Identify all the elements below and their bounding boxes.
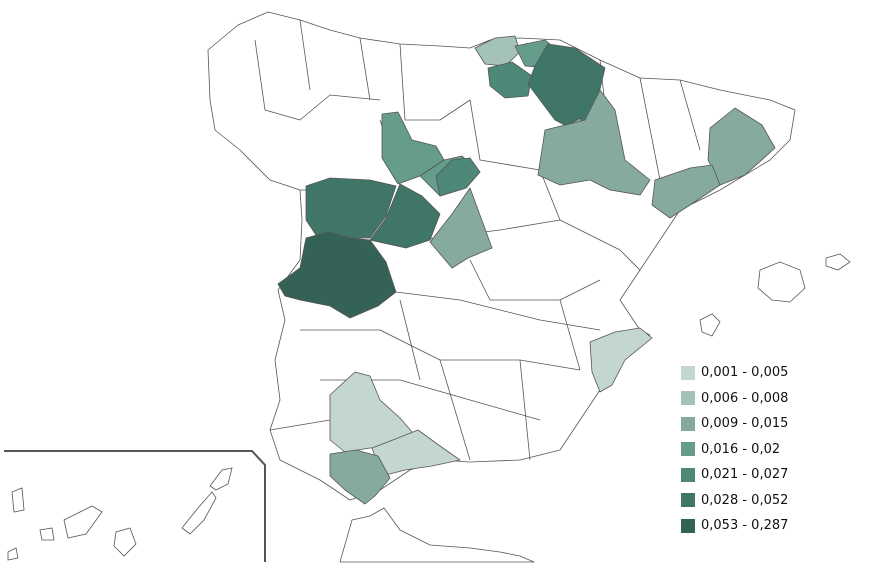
mallorca [757,261,806,303]
legend-swatch [681,518,695,533]
tenerife [63,505,103,539]
legend-swatch [681,416,695,431]
province-avila [369,183,441,249]
legend-swatch [681,442,695,457]
province-barcelona-girona [707,107,776,186]
la-palma [11,487,25,513]
province-alicante [589,327,653,393]
north-africa-outline [339,507,535,563]
province-segovia [435,157,481,197]
province-salamanca [305,177,397,239]
legend-swatch [681,467,695,482]
province-alava [487,61,533,99]
legend-item: 0,009 - 0,015 [681,411,788,437]
lanzarote [209,467,233,491]
legend-label: 0,009 - 0,015 [701,416,789,432]
legend-label: 0,028 - 0,052 [701,492,789,508]
ibiza [699,313,721,337]
colored-provinces [277,35,776,505]
la-gomera [39,527,55,541]
legend-item: 0,016 - 0,02 [681,437,788,463]
inset-frame [4,450,266,562]
fuerteventura [181,491,217,535]
legend-label: 0,016 - 0,02 [701,441,781,457]
province-madrid [429,187,493,269]
legend-item: 0,006 - 0,008 [681,386,788,412]
legend-item: 0,001 - 0,005 [681,360,788,386]
legend-label: 0,021 - 0,027 [701,467,789,483]
province-caceres [277,231,397,319]
legend-label: 0,006 - 0,008 [701,390,789,406]
province-zaragoza [537,89,651,196]
gran-canaria [113,527,137,557]
legend-label: 0,053 - 0,287 [701,518,789,534]
province-cadiz [329,449,391,505]
el-hierro [7,547,19,561]
legend-label: 0,001 - 0,005 [701,365,789,381]
province-malaga [371,429,461,477]
legend-item: 0,053 - 0,287 [681,513,788,539]
legend-swatch [681,391,695,406]
legend-item: 0,028 - 0,052 [681,488,788,514]
canary-islands-inset [4,450,266,562]
menorca [825,253,851,271]
province-tarragona [651,164,721,219]
legend-item: 0,021 - 0,027 [681,462,788,488]
legend-swatch [681,493,695,508]
map-legend: 0,001 - 0,005 0,006 - 0,008 0,009 - 0,01… [681,360,788,539]
legend-swatch [681,365,695,380]
balearic-islands [699,253,851,337]
